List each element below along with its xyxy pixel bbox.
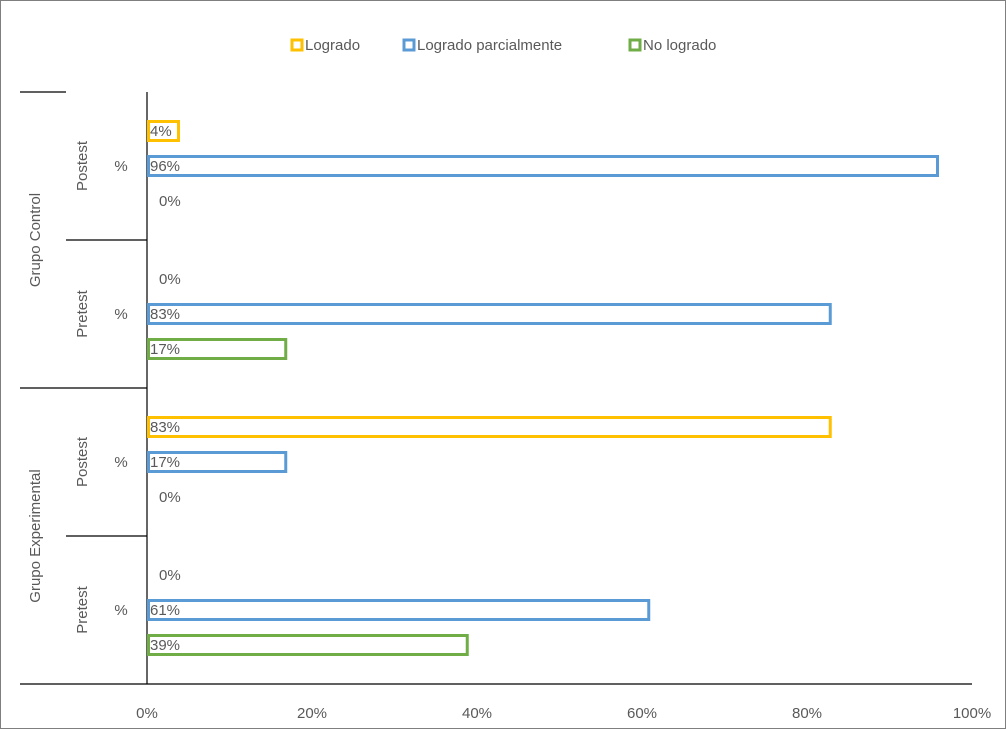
bar	[147, 416, 832, 438]
bar	[147, 634, 469, 656]
x-tick-label: 80%	[792, 705, 822, 722]
x-tick-label: 40%	[462, 705, 492, 722]
group-label: Grupo Control	[27, 193, 44, 287]
data-label: 17%	[150, 454, 180, 471]
measure-label: %	[114, 602, 127, 619]
legend-swatch	[402, 38, 416, 52]
bar	[147, 451, 288, 473]
group-label: Grupo Experimental	[27, 469, 44, 602]
legend-swatch	[628, 38, 642, 52]
x-tick-label: 0%	[136, 705, 158, 722]
labels: 0% 20% 40% 60% 80% 100%% Postest 4% 96% 0%% Pretes…	[27, 123, 991, 722]
legend-label: Logrado parcialmente	[417, 37, 562, 54]
legend-label: Logrado	[305, 37, 360, 54]
measure-label: %	[114, 454, 127, 471]
data-label: 4%	[150, 123, 172, 140]
data-label: 61%	[150, 602, 180, 619]
data-label: 96%	[150, 158, 180, 175]
subgroup-label: Pretest	[74, 585, 91, 633]
data-label: 83%	[150, 306, 180, 323]
bar	[147, 120, 180, 142]
subgroup-label: Pretest	[74, 289, 91, 337]
measure-label: %	[114, 158, 127, 175]
x-tick-label: 20%	[297, 705, 327, 722]
x-tick-label: 60%	[627, 705, 657, 722]
bar	[147, 303, 832, 325]
bar	[147, 338, 288, 360]
measure-label: %	[114, 306, 127, 323]
data-label: 0%	[159, 489, 181, 506]
subgroup-label: Postest	[74, 140, 91, 191]
data-label: 0%	[159, 193, 181, 210]
bar	[147, 599, 651, 621]
data-label: 83%	[150, 419, 180, 436]
subgroup-label: Postest	[74, 436, 91, 487]
axes	[20, 91, 972, 685]
legend-swatch	[290, 38, 304, 52]
bars	[147, 120, 939, 656]
data-label: 0%	[159, 567, 181, 584]
legend-label: No logrado	[643, 37, 716, 54]
data-label: 39%	[150, 637, 180, 654]
legend: Logrado Logrado parcialmente No logrado	[290, 37, 716, 54]
data-label: 17%	[150, 341, 180, 358]
bar	[147, 155, 939, 177]
x-tick-label: 100%	[953, 705, 991, 722]
data-label: 0%	[159, 271, 181, 288]
